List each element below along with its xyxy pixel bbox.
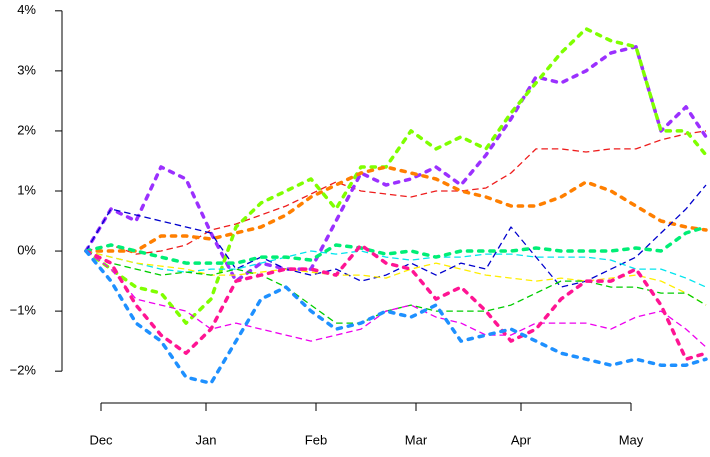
- y-tick-label: 1%: [17, 182, 36, 197]
- y-tick-label: 3%: [17, 62, 36, 77]
- y-tick-label: −1%: [10, 303, 37, 318]
- series-line: [85, 250, 707, 348]
- x-tick-label: Jan: [196, 432, 217, 447]
- y-tick-label: 2%: [17, 122, 36, 137]
- x-tick-label: Dec: [89, 432, 113, 447]
- series-line: [85, 130, 707, 255]
- series-line: [84, 225, 708, 265]
- series-line: [84, 243, 708, 361]
- series-line: [84, 27, 708, 325]
- series-line: [85, 250, 707, 288]
- x-tick-label: Feb: [305, 432, 327, 447]
- y-tick-label: 0%: [17, 242, 36, 257]
- y-tick-label: 4%: [17, 2, 36, 17]
- series-line: [85, 184, 707, 288]
- series-line: [84, 45, 708, 283]
- y-tick-label: −2%: [10, 363, 37, 378]
- series-line: [85, 250, 707, 306]
- series-line: [84, 249, 708, 385]
- x-tick-label: Apr: [511, 432, 532, 447]
- series-line: [85, 250, 707, 324]
- x-tick-label: May: [619, 432, 644, 447]
- x-tick-label: Mar: [405, 432, 428, 447]
- series-line: [84, 165, 708, 253]
